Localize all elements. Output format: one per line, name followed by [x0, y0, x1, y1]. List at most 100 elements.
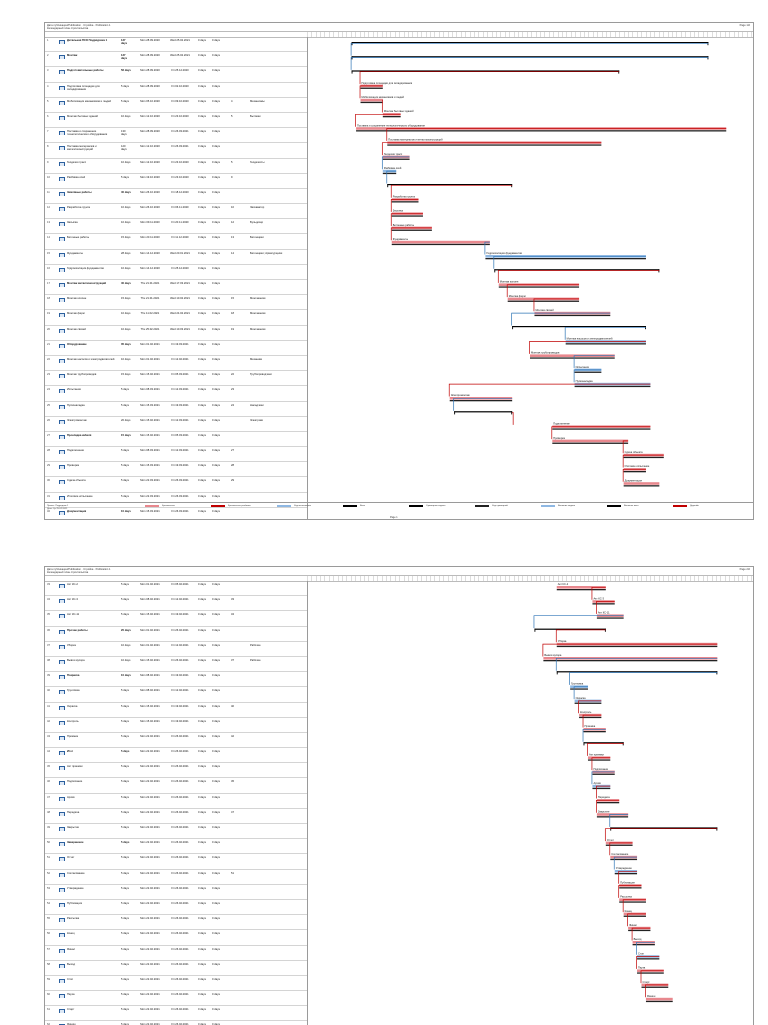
- cell-name: Покраска: [67, 674, 80, 678]
- summary-bar[interactable]: [454, 411, 513, 415]
- cell-finish: Fri 26.03.2021: [171, 494, 189, 498]
- task-bar[interactable]: [530, 354, 615, 357]
- cell-dur: 5 days: [121, 932, 129, 936]
- table-row[interactable]: 28 Подключение 5 days Mon 08.03.2021 Fri 12.…: [45, 447, 307, 463]
- table-row[interactable]: 56 Конец 5 days Mon 22.02.2021 Fri 26.02.202…: [45, 930, 307, 946]
- table-row[interactable]: 16 Гидроизоляция фундаментов 10 days Mon 14…: [45, 265, 307, 280]
- table-row[interactable]: 55 Рассылка 5 days Mon 22.02.2021 Fri 26.02.…: [45, 915, 307, 931]
- table-row[interactable]: 9 Геодезия трасс 10 days Mon 12.10.2020 Fri …: [45, 159, 307, 174]
- task-bar[interactable]: [556, 586, 606, 589]
- cell-dur: 5 days: [121, 613, 129, 617]
- table-row[interactable]: 60 Пауза 5 days Mon 22.02.2021 Fri 26.02.202…: [45, 991, 307, 1007]
- table-row[interactable]: 11 Земляные работы 40 days Mon 26.10.2020 Fr…: [45, 189, 307, 205]
- table-row[interactable]: 23 Монтаж трубопроводов 15 days Mon 15.02.2…: [45, 371, 307, 387]
- table-row[interactable]: 36 Прочие работы 20 days Mon 01.02.2021 Fri …: [45, 627, 307, 642]
- table-row[interactable]: 59 Стоп 5 days Mon 22.02.2021 Fri 26.02.2021…: [45, 976, 307, 992]
- table-row[interactable]: 22 Монтаж насосов и электродвигателей 10 d…: [45, 356, 307, 372]
- table-row[interactable]: 12 Разработка грунта 10 days Mon 26.10.2020…: [45, 204, 307, 220]
- table-row[interactable]: 53 Утверждение 5 days Mon 22.02.2021 Fri 26.…: [45, 885, 307, 900]
- table-row[interactable]: 52 Согласование 5 days Mon 22.02.2021 Fri 26…: [45, 870, 307, 885]
- table-row[interactable]: 6 Монтаж бытовых зданий 10 days Mon 12.10.2…: [45, 113, 307, 129]
- table-row[interactable]: 49 Закрытие 5 days Mon 22.02.2021 Fri 26.02.…: [45, 824, 307, 840]
- task-icon: [59, 207, 65, 212]
- task-bar[interactable]: [360, 98, 383, 102]
- table-row[interactable]: 34 Акт КС-3 5 days Mon 08.02.2021 Fri 12.02.…: [45, 596, 307, 612]
- task-icon: [59, 267, 65, 272]
- cell-start: Mon 22.02.2021: [140, 795, 160, 799]
- table-row[interactable]: 2 Монтаж 137 days Mon 28.09.2020 Wed 25.02.2…: [45, 52, 307, 68]
- table-row[interactable]: 31 Итоговое испытание 5 days Mon 22.03.2021…: [45, 493, 307, 508]
- table-row[interactable]: 42 Контроль 5 days Mon 15.02.2021 Fri 19.02.…: [45, 718, 307, 733]
- table-row[interactable]: 62 Финиш 5 days Mon 22.02.2021 Fri 26.02.202…: [45, 1021, 307, 1025]
- table-row[interactable]: 50 Завершение 5 days Mon 22.02.2021 Fri 26.0…: [45, 839, 307, 855]
- table-row[interactable]: 5 Мобилизация механизмов и людей 5 days Mon…: [45, 98, 307, 113]
- table-row[interactable]: 24 Испытания 5 days Mon 08.03.2021 Fri 12.03…: [45, 386, 307, 402]
- table-row[interactable]: 57 Финал 5 days Mon 22.02.2021 Fri 26.02.202…: [45, 946, 307, 961]
- table-row[interactable]: 32 Документация 10 days Mon 15.03.2021 Fri 2…: [45, 508, 307, 519]
- table-row[interactable]: 8 Поставка материалов и металлоконструкци…: [45, 143, 307, 159]
- task-icon: [59, 811, 65, 816]
- table-row[interactable]: 58 Выход 5 days Mon 22.02.2021 Fri 26.02.202…: [45, 961, 307, 976]
- baseline-bar: [356, 130, 727, 132]
- page-number: Page 2/2: [739, 568, 750, 571]
- table-row[interactable]: 45 Акт приемки 5 days Mon 22.02.2021 Fri 26.…: [45, 763, 307, 779]
- table-row[interactable]: 46 Подписание 5 days Mon 22.02.2021 Fri 26.0…: [45, 778, 307, 794]
- task-icon: [59, 328, 65, 333]
- task-bar[interactable]: [552, 439, 629, 443]
- cell-finish: Fri 26.02.2021: [171, 750, 189, 754]
- table-row[interactable]: 17 Монтаж металлоконструкций 40 days Thu 21…: [45, 280, 307, 296]
- table-row[interactable]: 43 Приемка 5 days Mon 22.02.2021 Fri 26.02.2…: [45, 733, 307, 749]
- table-row[interactable]: 27 Прокладка кабеля 15 days Mon 15.02.2021 F…: [45, 432, 307, 448]
- table-row[interactable]: 21 Оборудование 35 days Mon 01.02.2021 Fri 1…: [45, 341, 307, 356]
- table-row[interactable]: 14 Бетонные работы 15 days Mon 23.11.2020 Fr…: [45, 234, 307, 250]
- table-row[interactable]: 3 Подготовительные работы 56 days Mon 28.09…: [45, 67, 307, 83]
- task-bar[interactable]: [645, 997, 673, 1001]
- cell-pred: 29: [231, 479, 234, 483]
- table-row[interactable]: 26 Электромонтаж 20 days Mon 15.02.2021 Fri …: [45, 417, 307, 432]
- table-row[interactable]: 54 Публикация 5 days Mon 22.02.2021 Fri 26.0…: [45, 900, 307, 916]
- table-row[interactable]: 51 Отчет 5 days Mon 22.02.2021 Fri 26.02.202…: [45, 854, 307, 870]
- cell-ext: 0 days: [212, 479, 220, 483]
- cell-pred: 12: [231, 221, 234, 225]
- table-row[interactable]: 29 Проверка 5 days Mon 15.03.2021 Fri 19.03.…: [45, 462, 307, 478]
- table-row[interactable]: 61 Старт 5 days Mon 22.02.2021 Fri 26.02.202…: [45, 1006, 307, 1022]
- table-row[interactable]: 1 Детальная ПСО Подрядчика 1 137 days Mon 2…: [45, 37, 307, 53]
- table-row[interactable]: 4 Подготовка площадки для складирования 5 …: [45, 83, 307, 98]
- dependency-link: [596, 799, 620, 813]
- table-row[interactable]: 37 Уборка 10 days Mon 01.02.2021 Fri 12.02.2…: [45, 642, 307, 657]
- table-row[interactable]: 35 Акт КС-11 5 days Mon 15.02.2021 Fri 19.02…: [45, 611, 307, 627]
- table-row[interactable]: 39 Покраска 10 days Mon 08.02.2021 Fri 19.02…: [45, 672, 307, 688]
- table-row[interactable]: 7 Поставка и сохранение технологического …: [45, 128, 307, 144]
- bar-label: Засыпка: [393, 209, 404, 213]
- cell-id: 22: [47, 357, 50, 361]
- table-row[interactable]: 25 Пусконаладка 5 days Mon 15.03.2021 Fri 19…: [45, 402, 307, 417]
- table-row[interactable]: 38 Вывоз мусора 10 days Mon 15.02.2021 Fri 2…: [45, 657, 307, 673]
- gantt-chart: Подготовка площадки для складирования Моб…: [307, 37, 753, 501]
- cell-id: 59: [47, 977, 50, 981]
- cell-slack: 0 days: [198, 297, 206, 301]
- table-row[interactable]: 20 Монтаж связей 10 days Thu 25.02.2021 Wed …: [45, 326, 307, 341]
- table-row[interactable]: 44 Итог 5 days Mon 22.02.2021 Fri 26.02.2021…: [45, 748, 307, 764]
- cell-dur: 137 days: [121, 39, 128, 46]
- table-row[interactable]: 48 Передача 5 days Mon 22.02.2021 Fri 26.02.…: [45, 809, 307, 824]
- bar-label: Стоп: [638, 951, 644, 955]
- cell-res: Электрики: [250, 418, 264, 422]
- table-row[interactable]: 13 Засыпка 10 days Mon 09.11.2020 Fri 20.11.…: [45, 219, 307, 235]
- table-row[interactable]: 19 Монтаж ферм 10 days Thu 11.02.2021 Wed 24…: [45, 310, 307, 326]
- table-row[interactable]: 33 Акт КС-2 5 days Mon 01.02.2021 Fri 05.02.…: [45, 581, 307, 597]
- dependency-link: [533, 298, 580, 312]
- table-row[interactable]: 41 Окраска 5 days Mon 15.02.2021 Fri 19.02.2…: [45, 703, 307, 718]
- table-row[interactable]: 30 Сдача объекта 5 days Mon 22.03.2021 Fri 2…: [45, 477, 307, 493]
- task-icon: [59, 434, 65, 439]
- table-row[interactable]: 15 Фундаменты 28 days Mon 14.12.2020 Wed 20.…: [45, 250, 307, 265]
- table-row[interactable]: 18 Монтаж колонн 15 days Thu 21.01.2021 Wed …: [45, 295, 307, 311]
- table-row[interactable]: 40 Грунтовка 5 days Mon 08.02.2021 Fri 12.02…: [45, 687, 307, 703]
- cell-res: Геодезисты: [250, 160, 265, 164]
- cell-ext: 0 days: [212, 886, 220, 890]
- cell-id: 49: [47, 826, 50, 829]
- table-row[interactable]: 47 Архив 5 days Mon 22.02.2021 Fri 26.02.202…: [45, 794, 307, 809]
- table-row[interactable]: 10 Разбивка осей 5 days Mon 19.10.2020 Fri 2…: [45, 174, 307, 189]
- task-bar[interactable]: [391, 240, 490, 244]
- task-bar[interactable]: [623, 482, 660, 485]
- task-icon: [59, 115, 65, 120]
